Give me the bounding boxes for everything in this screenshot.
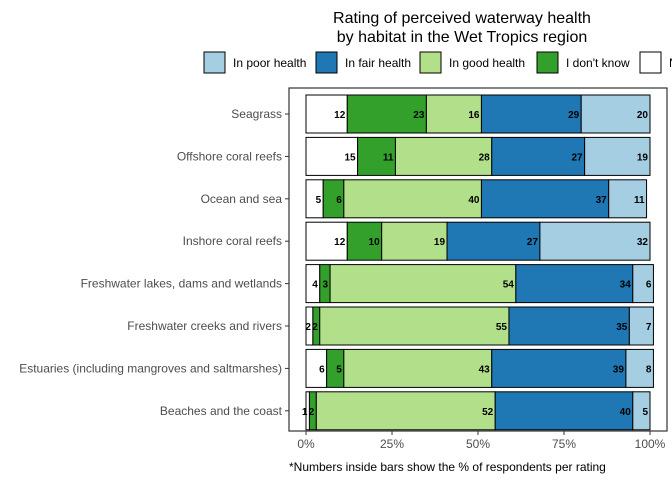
bar-inshore-coral-reefs-in-fair-health <box>446 221 541 261</box>
bar-label-seagrass-in-fair-health: 29 <box>568 110 580 121</box>
bar-label-inshore-coral-reefs-in-poor-health: 32 <box>637 237 649 248</box>
bar-label-inshore-coral-reefs-i-don-t-know: 10 <box>369 237 381 248</box>
bar-freshwater-creeks-and-rivers-in-poor-health <box>628 306 654 346</box>
bar-freshwater-lakes-dams-and-wetlands-in-fair-health <box>515 264 634 304</box>
bar-label-beaches-and-the-coast-n: 1 <box>302 407 308 418</box>
bar-beaches-and-the-coast-in-good-health <box>315 391 496 431</box>
x-tick-label-100: 100% <box>635 437 666 451</box>
bar-label-freshwater-creeks-and-rivers-n: 2 <box>305 322 311 333</box>
bar-label-freshwater-lakes-dams-and-wetlands-in-fair-health: 34 <box>620 280 632 291</box>
bar-label-seagrass-n: 12 <box>334 110 346 121</box>
legend-label-in-fair-health: In fair health <box>345 56 411 70</box>
category-label-inshore-coral-reefs: Inshore coral reefs <box>183 234 282 248</box>
bar-label-inshore-coral-reefs-n: 12 <box>334 237 346 248</box>
bar-label-ocean-and-sea-i-don-t-know: 6 <box>336 195 342 206</box>
bar-label-estuaries-including-mangroves-and-saltmarshes-in-fair-health: 39 <box>613 364 625 375</box>
bar-seagrass-in-good-health <box>425 94 482 134</box>
bar-offshore-coral-reefs-in-poor-health <box>584 136 651 176</box>
bar-inshore-coral-reefs-n <box>305 221 348 261</box>
category-label-beaches-and-the-coast: Beaches and the coast <box>160 404 283 418</box>
bar-estuaries-including-mangroves-and-saltmarshes-in-poor-health <box>625 348 654 388</box>
category-label-freshwater-lakes-dams-and-wetlands: Freshwater lakes, dams and wetlands <box>81 277 282 291</box>
bar-label-beaches-and-the-coast-in-good-health: 52 <box>482 407 494 418</box>
bar-label-freshwater-creeks-and-rivers-i-don-t-know: 2 <box>312 322 318 333</box>
category-label-seagrass: Seagrass <box>231 107 282 121</box>
bar-label-estuaries-including-mangroves-and-saltmarshes-n: 6 <box>319 364 325 375</box>
bar-seagrass-n <box>305 94 348 134</box>
bar-label-inshore-coral-reefs-in-fair-health: 27 <box>527 237 539 248</box>
bar-label-beaches-and-the-coast-in-poor-health: 5 <box>642 407 648 418</box>
x-tick-label-0: 0% <box>297 437 315 451</box>
category-axis: Seagrass Offshore coral reefs Ocean and se… <box>19 107 289 418</box>
bar-label-seagrass-i-don-t-know: 23 <box>413 110 425 121</box>
chart-title-line-1: Rating of perceived waterway health <box>333 10 591 27</box>
chart-title-line-2: by habitat in the Wet Tropics region <box>337 29 588 46</box>
bar-label-offshore-coral-reefs-in-fair-health: 27 <box>572 152 584 163</box>
bar-freshwater-creeks-and-rivers-in-fair-health <box>508 306 630 346</box>
bar-offshore-coral-reefs-in-good-health <box>394 136 493 176</box>
bar-label-ocean-and-sea-in-poor-health: 11 <box>634 195 645 206</box>
bar-offshore-coral-reefs-in-fair-health <box>491 136 586 176</box>
bar-label-beaches-and-the-coast-in-fair-health: 40 <box>620 407 632 418</box>
bar-label-offshore-coral-reefs-in-good-health: 28 <box>479 152 491 163</box>
bar-ocean-and-sea-in-poor-health <box>608 179 648 219</box>
bar-label-offshore-coral-reefs-i-don-t-know: 11 <box>383 152 394 163</box>
bar-inshore-coral-reefs-in-good-health <box>381 221 448 261</box>
bar-label-offshore-coral-reefs-n: 15 <box>344 152 356 163</box>
bar-inshore-coral-reefs-in-poor-health <box>539 221 651 261</box>
bar-ocean-and-sea-in-good-health <box>343 179 482 219</box>
bar-label-freshwater-lakes-dams-and-wetlands-n: 4 <box>312 280 318 291</box>
bar-label-freshwater-lakes-dams-and-wetlands-in-good-health: 54 <box>503 280 515 291</box>
bar-label-freshwater-lakes-dams-and-wetlands-i-don-t-know: 3 <box>323 280 329 291</box>
legend-label-in-poor-health: In poor health <box>233 56 306 70</box>
bar-label-estuaries-including-mangroves-and-saltmarshes-i-don-t-know: 5 <box>336 364 342 375</box>
bar-seagrass-in-poor-health <box>580 94 651 134</box>
category-label-estuaries-including-mangroves-and-saltmarshes: Estuaries (including mangroves and saltm… <box>19 361 282 375</box>
legend-key-in-poor-health <box>203 51 226 74</box>
bar-offshore-coral-reefs-n <box>305 136 359 176</box>
legend-label-i-don-t-know: I don't know <box>566 56 630 70</box>
bar-beaches-and-the-coast-in-poor-health <box>632 391 651 431</box>
category-label-ocean-and-sea: Ocean and sea <box>201 192 283 206</box>
legend: In poor health In fair health In good heal… <box>203 51 672 74</box>
bar-label-freshwater-creeks-and-rivers-in-poor-health: 7 <box>646 322 652 333</box>
legend-key-in-good-health <box>419 51 442 74</box>
category-label-offshore-coral-reefs: Offshore coral reefs <box>177 149 282 163</box>
bar-label-seagrass-in-poor-health: 20 <box>637 110 649 121</box>
legend-key-i-don-t-know <box>536 51 559 74</box>
x-tick-label-75: 75% <box>552 437 576 451</box>
bar-label-offshore-coral-reefs-in-poor-health: 19 <box>637 152 649 163</box>
bar-label-estuaries-including-mangroves-and-saltmarshes-in-poor-health: 8 <box>646 364 652 375</box>
bar-label-ocean-and-sea-in-fair-health: 37 <box>596 195 608 206</box>
x-tick-label-50: 50% <box>466 437 490 451</box>
bar-label-inshore-coral-reefs-in-good-health: 19 <box>434 237 446 248</box>
bar-label-beaches-and-the-coast-i-don-t-know: 2 <box>309 407 315 418</box>
bar-ocean-and-sea-in-fair-health <box>480 179 610 219</box>
bar-label-seagrass-in-good-health: 16 <box>468 110 480 121</box>
bar-label-freshwater-lakes-dams-and-wetlands-in-poor-health: 6 <box>646 280 652 291</box>
bar-label-ocean-and-sea-n: 5 <box>316 195 322 206</box>
bar-label-freshwater-creeks-and-rivers-in-fair-health: 35 <box>616 322 628 333</box>
chart-caption: *Numbers inside bars show the % of respo… <box>289 460 606 474</box>
bar-label-estuaries-including-mangroves-and-saltmarshes-in-good-health: 43 <box>479 364 491 375</box>
bar-label-freshwater-creeks-and-rivers-in-good-health: 55 <box>496 322 508 333</box>
bar-offshore-coral-reefs-i-don-t-know <box>357 136 396 176</box>
bar-estuaries-including-mangroves-and-saltmarshes-in-good-health <box>343 348 493 388</box>
legend-key-n <box>639 51 662 74</box>
bar-seagrass-in-fair-health <box>480 94 582 134</box>
x-axis: 0% 25% 50% 75% 100% <box>297 431 666 451</box>
legend-label-in-good-health: In good health <box>449 56 525 70</box>
bar-estuaries-including-mangroves-and-saltmarshes-in-fair-health <box>491 348 627 388</box>
bar-beaches-and-the-coast-in-fair-health <box>494 391 634 431</box>
x-tick-label-25: 25% <box>380 437 404 451</box>
bar-freshwater-lakes-dams-and-wetlands-in-good-health <box>329 264 517 304</box>
legend-label-n: N <box>669 56 672 70</box>
category-label-freshwater-creeks-and-rivers: Freshwater creeks and rivers <box>127 319 282 333</box>
legend-key-in-fair-health <box>315 51 338 74</box>
bar-freshwater-creeks-and-rivers-in-good-health <box>319 306 510 346</box>
bar-label-ocean-and-sea-in-good-health: 40 <box>468 195 480 206</box>
bar-freshwater-lakes-dams-and-wetlands-in-poor-health <box>632 264 654 304</box>
